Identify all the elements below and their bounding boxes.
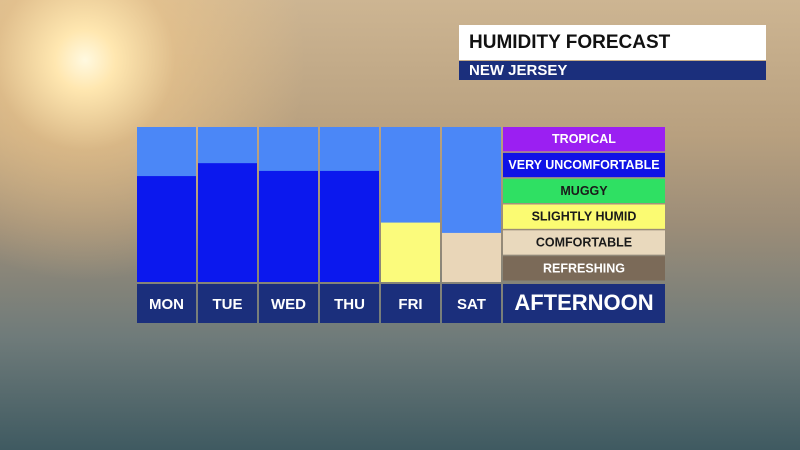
chart-title: HUMIDITY FORECAST (469, 32, 671, 53)
legend-label: SLIGHTLY HUMID (532, 210, 637, 224)
legend-swatch (503, 178, 665, 203)
legend-title-box (503, 284, 665, 323)
legend-swatch (503, 127, 665, 152)
legend-label: VERY UNCOMFORTABLE (508, 158, 659, 172)
label-box (137, 284, 196, 323)
legend-swatch (503, 204, 665, 229)
bar (381, 222, 440, 282)
x-tick-label: WED (271, 296, 306, 313)
chart-subtitle: NEW JERSEY (469, 62, 567, 79)
x-tick-label: FRI (398, 296, 422, 313)
label-box (198, 284, 257, 323)
bar (137, 176, 196, 282)
label-box (381, 284, 440, 323)
bar (320, 170, 379, 282)
subtitle-box (459, 61, 766, 80)
x-tick-label: SAT (457, 296, 486, 313)
label-box (259, 284, 318, 323)
x-tick-label: MON (149, 296, 184, 313)
legend-label: REFRESHING (543, 261, 625, 275)
bar (198, 163, 257, 282)
x-tick-label: TUE (213, 296, 243, 313)
legend-swatch (503, 256, 665, 281)
legend-label: TROPICAL (552, 132, 616, 146)
legend-swatch (503, 230, 665, 255)
legend-label: COMFORTABLE (536, 236, 632, 250)
bar (259, 170, 318, 282)
label-box (320, 284, 379, 323)
label-box (442, 284, 501, 323)
bar (442, 232, 501, 282)
legend-title: AFTERNOON (514, 290, 653, 315)
x-tick-label: THU (334, 296, 365, 313)
legend-swatch (503, 152, 665, 178)
legend-label: MUGGY (560, 184, 608, 198)
title-box (459, 25, 766, 60)
